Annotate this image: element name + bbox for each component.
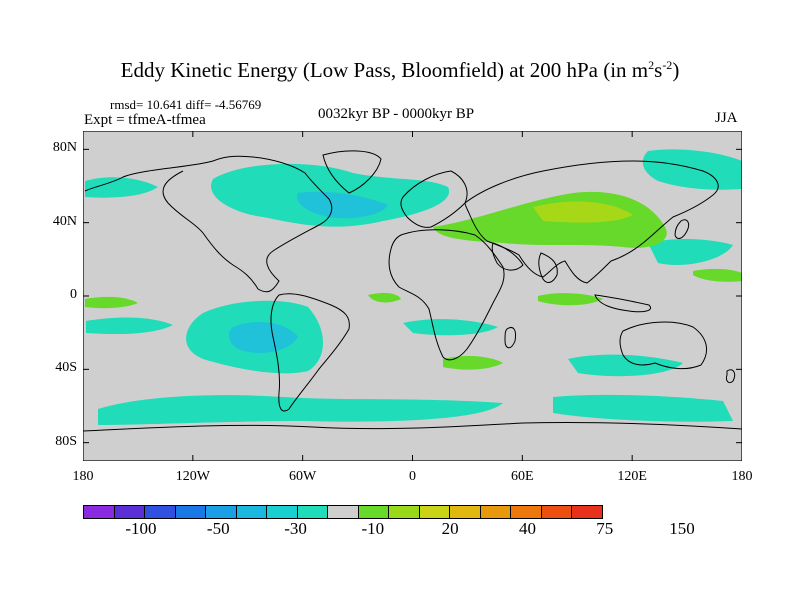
coast-india xyxy=(538,252,558,283)
coast-north-america xyxy=(84,155,333,293)
colorbar-swatch xyxy=(450,506,481,518)
x-tick-label: 120E xyxy=(617,469,647,484)
x-tick-label: 180 xyxy=(72,469,94,484)
anomaly-pos-south-indian xyxy=(443,356,503,370)
chart-title: Eddy Kinetic Energy (Low Pass, Bloomfiel… xyxy=(120,58,680,82)
coast-japan xyxy=(674,219,690,239)
colorbar-swatch xyxy=(206,506,237,518)
coast-indonesia xyxy=(594,294,651,313)
anomaly-pos-central-pacific xyxy=(693,268,742,282)
experiment-label: Expt = tfmeA-tfmea xyxy=(84,112,206,128)
colorbar xyxy=(83,505,603,519)
anomaly-pos-west-africa xyxy=(368,292,401,303)
x-tick-label: 60E xyxy=(511,469,534,484)
axis-ticks xyxy=(83,131,742,461)
period-label: 0032kyr BP - 0000kyr BP xyxy=(318,106,475,122)
y-tick-label: 80S xyxy=(55,433,77,449)
colorbar-swatch xyxy=(541,506,572,518)
coast-africa xyxy=(388,229,505,361)
colorbar-label: -50 xyxy=(206,519,230,538)
coast-antarctica xyxy=(83,421,742,432)
coast-greenland xyxy=(322,150,382,194)
y-tick-label: 80N xyxy=(52,140,77,156)
anomaly-pos-tropical-east-pacific xyxy=(85,296,138,309)
colorbar-label: -10 xyxy=(361,519,385,538)
colorbar-swatch xyxy=(297,506,328,518)
anomaly-pos-indian-ocean xyxy=(538,293,603,306)
colorbar-swatch xyxy=(236,506,267,518)
colorbar-swatch xyxy=(511,506,542,518)
colorbar-swatch xyxy=(328,506,359,518)
colorbar-label: 75 xyxy=(596,519,614,538)
anomaly-neg-central-pacific xyxy=(86,317,173,335)
x-tick-label: 120W xyxy=(175,469,210,484)
colorbar-label: -30 xyxy=(284,519,307,538)
anomaly-fields xyxy=(85,149,742,425)
colorbar-swatch xyxy=(84,506,115,518)
x-tick-label: 0 xyxy=(409,469,416,484)
anomaly-neg-atlantic-core xyxy=(297,191,388,219)
season-label: JJA xyxy=(715,110,738,126)
colorbar-swatch xyxy=(480,506,511,518)
coastlines xyxy=(83,150,742,432)
map-plot xyxy=(83,131,742,461)
colorbar-swatch xyxy=(419,506,450,518)
x-tick-label: 180 xyxy=(731,469,753,484)
y-tick-label: 0 xyxy=(70,287,77,302)
colorbar-swatch xyxy=(267,506,298,518)
anomaly-neg-southern-ocean-west xyxy=(98,395,503,425)
anomaly-neg-indian-ocean xyxy=(568,354,683,377)
colorbar-label: -100 xyxy=(125,519,157,538)
colorbar-swatch xyxy=(572,506,602,518)
colorbar-swatch xyxy=(358,506,389,518)
x-tick-label: 60W xyxy=(289,469,317,484)
coast-australia xyxy=(619,321,708,370)
coast-arabia xyxy=(491,242,524,271)
rmsd-diff-text: rmsd= 10.641 diff= -4.56769 xyxy=(110,97,262,112)
anomaly-pos-central-asia-core xyxy=(533,201,633,223)
anomaly-neg-north-pacific xyxy=(85,177,158,198)
anomaly-neg-south-atlantic xyxy=(403,319,498,336)
y-tick-label: 40N xyxy=(52,213,77,229)
coast-south-america xyxy=(270,293,350,412)
coast-europe xyxy=(400,170,468,228)
y-tick-label: 40S xyxy=(55,360,77,376)
colorbar-swatch xyxy=(389,506,420,518)
coast-madagascar xyxy=(504,327,516,349)
colorbar-label: 20 xyxy=(441,519,459,538)
colorbar-label: 40 xyxy=(518,519,536,538)
colorbar-swatch xyxy=(145,506,176,518)
anomaly-neg-kamchatka xyxy=(642,149,742,190)
anomaly-neg-southern-ocean-east xyxy=(553,394,733,422)
anomaly-neg-south-america-core xyxy=(228,322,298,353)
colorbar-swatch xyxy=(114,506,145,518)
colorbar-label: 150 xyxy=(669,519,695,538)
anomaly-neg-west-pacific xyxy=(648,238,733,265)
colorbar-swatch xyxy=(175,506,206,518)
coast-new-zealand xyxy=(726,369,736,384)
